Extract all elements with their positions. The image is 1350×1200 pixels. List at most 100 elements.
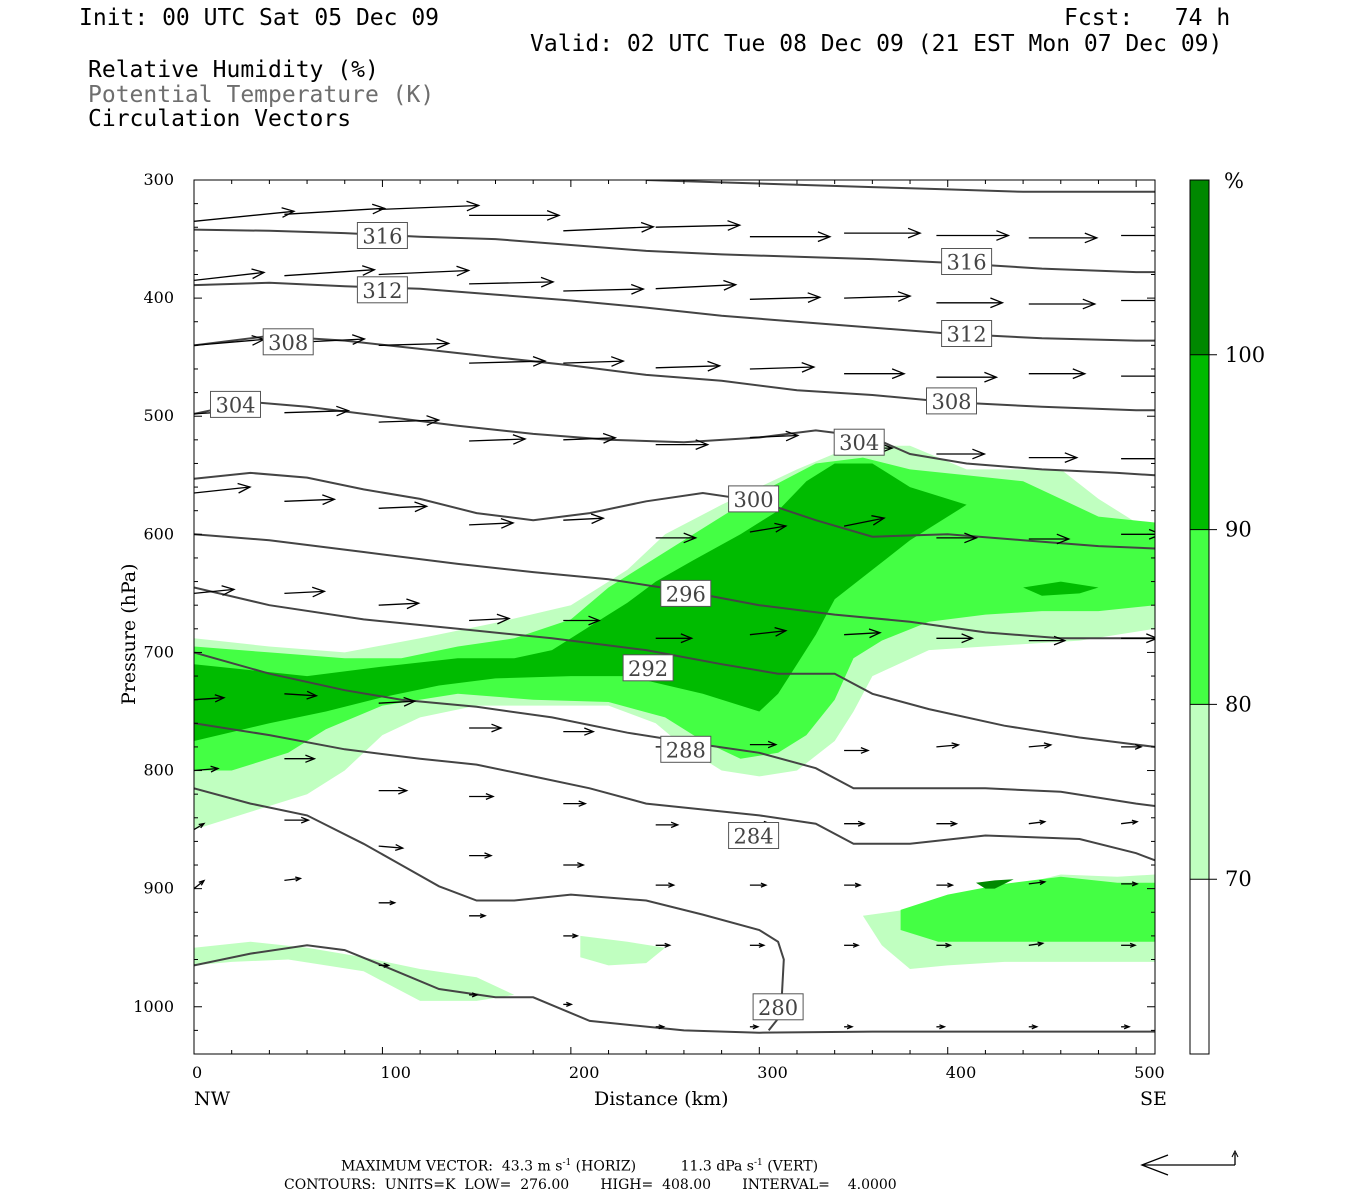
- theta-contour-292: [194, 586, 1155, 748]
- contour-label-text: 316: [362, 225, 402, 249]
- contour-label-text: 312: [947, 323, 987, 347]
- vector-arrow: [843, 515, 886, 527]
- vector-arrow: [469, 517, 515, 529]
- contour-label-304: 304: [210, 390, 261, 418]
- colorbar-segment: [1190, 180, 1209, 355]
- contour-label-312: 312: [356, 276, 408, 304]
- vector-arrow: [469, 355, 547, 367]
- vector-arrow: [194, 585, 236, 596]
- vector-arrow: [655, 220, 742, 231]
- vector-arrow: [1121, 299, 1155, 302]
- contour-label-312: 312: [941, 320, 993, 347]
- contour-label-text: 296: [666, 582, 706, 606]
- vector-arrow: [655, 633, 694, 644]
- x-tick-label: 200: [569, 1063, 600, 1082]
- vector-arrow: [378, 415, 441, 426]
- circulation-vectors: [194, 200, 1155, 1030]
- vector-arrow: [284, 586, 327, 598]
- vector-arrow: [936, 633, 975, 644]
- vector-arrow: [563, 356, 626, 367]
- vector-arrow: [378, 844, 405, 852]
- vector-arrow: [1121, 819, 1139, 825]
- vector-arrow: [844, 628, 882, 639]
- vector-arrow: [655, 1024, 666, 1030]
- vector-arrow: [194, 822, 206, 831]
- contour-label-296: 296: [660, 579, 712, 607]
- contour-labels: 316 316 312 312 308 308 304 304 300 296 292 288 284 2…: [210, 222, 993, 1021]
- vector-arrow: [749, 740, 778, 749]
- colorbar-level-label: 90: [1225, 518, 1252, 542]
- horiz-exponent: -1: [562, 1158, 572, 1168]
- reference-vector-icon: [1140, 1149, 1239, 1176]
- theta-contours: [194, 180, 1155, 1034]
- vector-arrow: [936, 297, 1005, 309]
- y-tick-label: 300: [143, 170, 174, 189]
- vector-arrow: [749, 430, 800, 442]
- horiz-value: 43.3: [501, 1158, 534, 1175]
- vector-arrow: [1028, 635, 1067, 646]
- vector-arrow: [284, 816, 311, 824]
- vector-arrow: [469, 209, 561, 221]
- rh-fill-80-1: [900, 876, 1155, 942]
- rh-fills: [194, 445, 1155, 1001]
- vector-arrow: [844, 368, 906, 380]
- vector-arrow: [469, 792, 495, 801]
- vector-arrow: [378, 696, 417, 707]
- vector-arrow: [1028, 879, 1047, 886]
- vector-arrow: [936, 230, 1011, 241]
- x-tick-label: 100: [380, 1063, 411, 1082]
- theta-contour-276: [194, 944, 1155, 1034]
- legend-relative-humidity: Relative Humidity (%): [88, 57, 379, 83]
- contour-label-284: 284: [728, 822, 780, 849]
- colorbar: 70 80 90 100: [1189, 179, 1265, 1055]
- vector-arrow: [194, 694, 226, 703]
- theta-contour-284: [194, 722, 1155, 862]
- vector-arrow: [844, 227, 922, 239]
- contour-label-text: 308: [268, 331, 308, 355]
- vector-arrow: [1028, 533, 1071, 545]
- vector-arrow: [284, 405, 351, 417]
- max-vector-line: MAXIMUM VECTOR: 43.3 m s-1 (HORIZ) 11.3 …: [341, 1159, 818, 1174]
- vector-arrow: [844, 882, 862, 888]
- vector-arrow: [469, 276, 555, 288]
- vector-arrow: [378, 200, 481, 212]
- theta-contour-288: [194, 651, 1155, 807]
- contour-label-text: 300: [734, 488, 774, 512]
- vector-arrow: [563, 432, 618, 444]
- vector-arrow: [1028, 819, 1047, 825]
- vector-arrow: [1121, 881, 1139, 887]
- vector-arrow: [1121, 234, 1155, 237]
- horiz-tag: (HORIZ): [575, 1158, 637, 1175]
- vector-arrow: [1121, 942, 1137, 948]
- vector-arrow: [194, 879, 206, 890]
- vector-arrow: [1121, 1024, 1131, 1030]
- x-tick-label: 300: [757, 1063, 788, 1082]
- contour-label-text: 288: [666, 738, 706, 762]
- colorbar-segment: [1190, 879, 1209, 1054]
- contour-label-308: 308: [926, 387, 977, 415]
- rh-fill-90-0: [194, 463, 967, 741]
- vector-arrow: [655, 360, 722, 372]
- forecast-hour: Fcst: 74 h: [1064, 5, 1231, 31]
- vector-arrow: [284, 876, 303, 882]
- vector-arrow: [469, 852, 493, 859]
- vector-arrow: [844, 820, 866, 827]
- vector-arrow: [378, 962, 391, 969]
- vector-arrow: [194, 482, 252, 494]
- x-end-label-right: SE: [1140, 1088, 1167, 1110]
- x-tick-label: 0: [192, 1063, 202, 1082]
- horiz-unit: m s: [537, 1158, 563, 1175]
- vector-arrow: [1028, 1024, 1039, 1030]
- vector-arrow: [284, 265, 377, 277]
- vector-arrow: [1121, 633, 1155, 644]
- x-tick-label: 400: [946, 1063, 977, 1082]
- contour-label-316: 316: [356, 222, 408, 249]
- vector-arrow: [284, 203, 387, 215]
- contour-label-308: 308: [262, 328, 314, 356]
- vector-arrow: [1121, 375, 1155, 377]
- vector-arrow: [378, 786, 409, 795]
- vector-arrow: [563, 615, 602, 626]
- vector-arrow: [284, 754, 317, 763]
- vector-arrow: [655, 439, 710, 451]
